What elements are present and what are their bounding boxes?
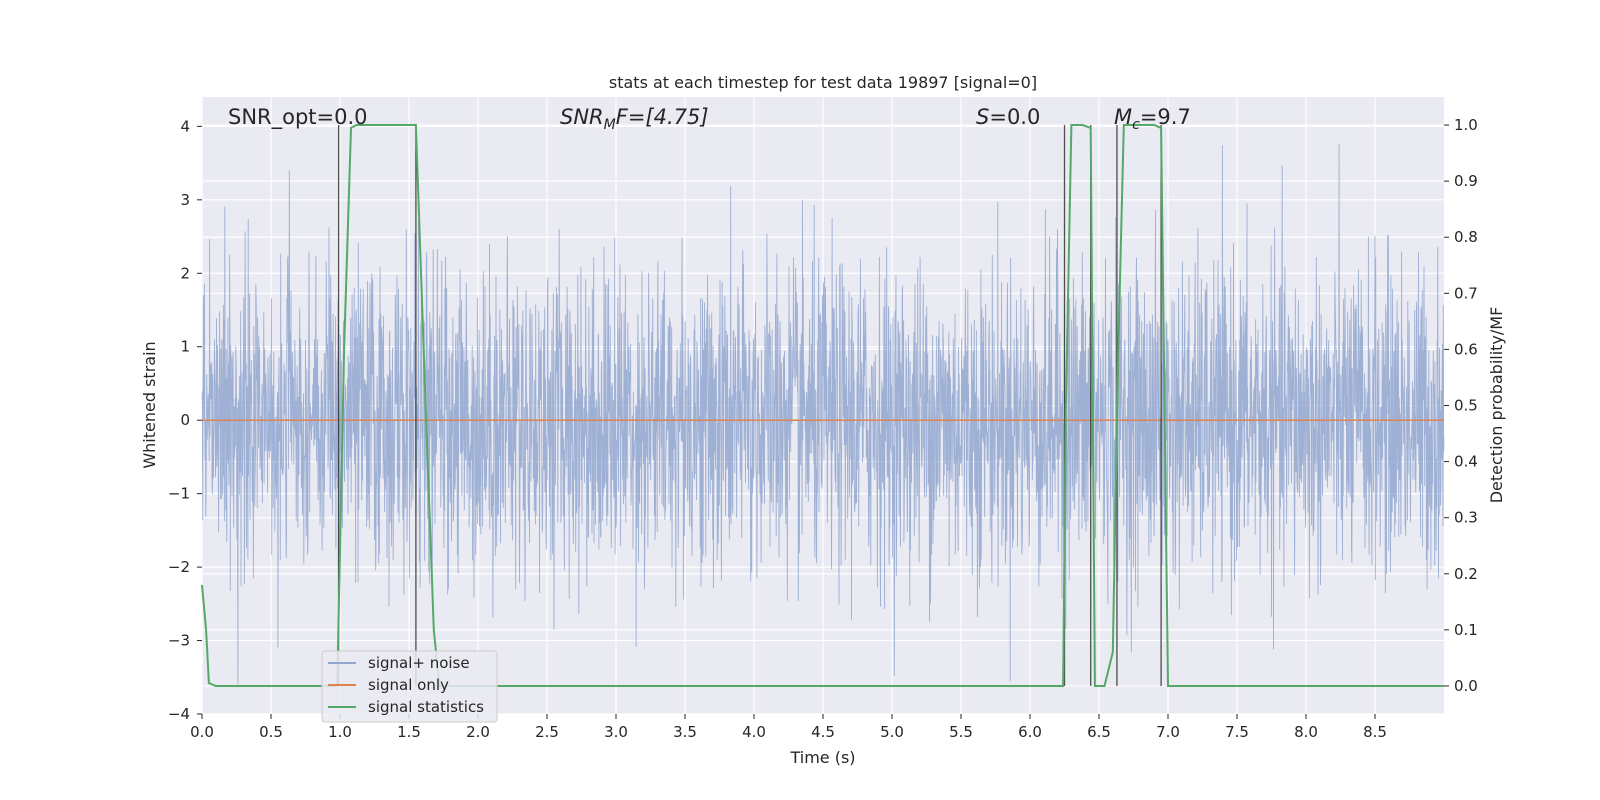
annotation-s: S=0.0 [976, 105, 1040, 129]
y2-tick-label: 0.2 [1454, 565, 1478, 583]
chart-title: stats at each timestep for test data 198… [609, 73, 1037, 92]
x-tick-label: 8.0 [1294, 723, 1318, 741]
signal-noise-line [201, 143, 1445, 685]
legend-box [321, 650, 498, 723]
legend: signal+ noise signal only signal statist… [321, 650, 498, 723]
x-tick-label: 1.5 [397, 723, 421, 741]
y-tick-label: 0 [180, 411, 190, 429]
annotation-s-rest: =0.0 [989, 105, 1040, 129]
y2-tick-label: 1.0 [1454, 116, 1478, 134]
annotation-snr-mf: SNRMF=[4.75] [560, 105, 709, 133]
y2-axis-label: Detection probability/MF [1487, 307, 1506, 504]
x-tick-label: 4.5 [811, 723, 835, 741]
x-tick-label: 4.0 [742, 723, 766, 741]
x-tick-label: 0.5 [259, 723, 283, 741]
signal-statistics-line [201, 124, 1444, 687]
y2-tick-label: 0.4 [1454, 453, 1478, 471]
y-tick-label: −2 [168, 558, 190, 576]
x-tick-label: 0.0 [190, 723, 214, 741]
y-tick-label: 1 [180, 338, 190, 356]
annotation-s-main: S [976, 105, 989, 129]
x-tick-label: 3.0 [604, 723, 628, 741]
y-tick-label: −3 [168, 632, 190, 650]
annotation-mc-main: M [1114, 105, 1132, 129]
legend-label-signal-only: signal only [368, 676, 449, 694]
y2-tick-label: 0.7 [1454, 284, 1478, 302]
y-tick-label: 2 [180, 264, 190, 282]
y2-tick-label: 0.9 [1454, 172, 1478, 190]
signal-statistics-series [201, 124, 1444, 687]
x-tick-label: 6.5 [1087, 723, 1111, 741]
y-tick-label: −1 [168, 485, 190, 503]
y2-tick-label: 0.3 [1454, 509, 1478, 527]
x-tick-label: 2.5 [535, 723, 559, 741]
x-tick-label: 6.0 [1018, 723, 1042, 741]
annotation-mc: Mc=9.7 [1114, 105, 1191, 133]
y2-tick-label: 0.1 [1454, 621, 1478, 639]
x-tick-label: 3.5 [673, 723, 697, 741]
y2-tick-label: 0.8 [1454, 228, 1478, 246]
y2-tick-label: 0.5 [1454, 397, 1478, 415]
x-tick-label: 7.5 [1225, 723, 1249, 741]
legend-label-signal-noise: signal+ noise [368, 654, 470, 672]
y-tick-label: −4 [168, 705, 190, 723]
annotation-snr-mf-rest: F=[4.75] [616, 105, 709, 129]
annotation-mc-sub: c [1132, 117, 1140, 133]
x-tick-label: 8.5 [1363, 723, 1387, 741]
y2-tick-label: 0.6 [1454, 340, 1478, 358]
x-tick-label: 5.5 [949, 723, 973, 741]
annotation-snr-mf-sub: M [604, 117, 616, 133]
x-tick-label: 1.0 [328, 723, 352, 741]
x-tick-label: 5.0 [880, 723, 904, 741]
legend-label-signal-statistics: signal statistics [368, 698, 484, 716]
annotation-mc-rest: =9.7 [1140, 105, 1191, 129]
y-axis-label: Whitened strain [140, 341, 159, 468]
x-tick-label: 7.0 [1156, 723, 1180, 741]
annotation-snr-mf-main: SNR [560, 105, 604, 129]
annotation-snr-opt: SNR_opt=0.0 [228, 105, 368, 130]
y-tick-label: 3 [180, 191, 190, 209]
x-tick-label: 2.0 [466, 723, 490, 741]
y2-tick-label: 0.0 [1454, 677, 1478, 695]
signal-noise-series [201, 143, 1445, 685]
y-tick-label: 4 [180, 117, 190, 135]
axis-ticks: 0.0 0.5 1.0 1.5 2.0 2.5 3.0 3.5 4.0 4.5 5.0 5.5 6.0 6… [168, 116, 1478, 741]
x-axis-label: Time (s) [789, 748, 855, 767]
